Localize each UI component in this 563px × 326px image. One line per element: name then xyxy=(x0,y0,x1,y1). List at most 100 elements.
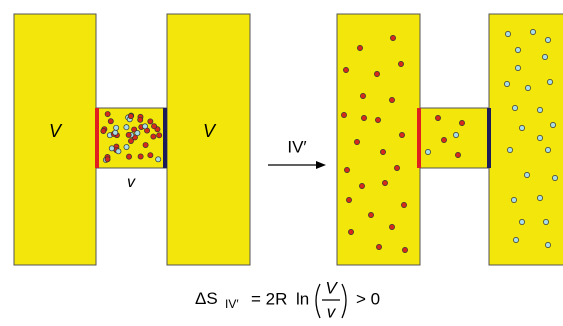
red-molecule xyxy=(157,133,162,138)
blue-molecule xyxy=(511,197,516,202)
blue-molecule xyxy=(537,107,542,112)
red-molecule xyxy=(368,212,373,217)
red-molecule xyxy=(138,117,143,122)
red-molecule xyxy=(344,167,349,172)
red-molecule xyxy=(360,93,365,98)
volume-label: V xyxy=(49,121,63,141)
red-molecule xyxy=(380,149,385,154)
red-molecule xyxy=(389,224,394,229)
formula-inequality: > 0 xyxy=(356,289,380,308)
red-molecule xyxy=(151,124,156,129)
blue-molecule xyxy=(519,219,524,224)
blue-molecule xyxy=(543,219,548,224)
red-molecule xyxy=(402,247,407,252)
blue-molecule xyxy=(124,125,129,130)
left-chamber xyxy=(337,14,420,265)
blue-molecule xyxy=(524,172,529,177)
right-assembly xyxy=(337,14,563,265)
red-molecule xyxy=(138,154,143,159)
blue-molecule xyxy=(537,135,542,140)
right-chamber xyxy=(489,14,563,265)
blue-molecule xyxy=(512,105,517,110)
diagram: V V v IV′ ΔS IV′ = 2R ln V v > 0 xyxy=(0,0,563,326)
red-molecule xyxy=(151,134,156,139)
blue-molecule xyxy=(515,65,520,70)
red-molecule xyxy=(126,154,131,159)
red-molecule xyxy=(105,111,110,116)
red-molecule xyxy=(389,97,394,102)
blue-molecule xyxy=(116,149,121,154)
blue-molecule xyxy=(552,175,557,180)
red-molecule xyxy=(376,244,381,249)
red-molecule xyxy=(148,153,153,158)
red-molecule xyxy=(357,45,362,50)
blue-molecule xyxy=(547,79,552,84)
red-molecule xyxy=(105,157,110,162)
paren xyxy=(316,284,320,318)
blue-molecule xyxy=(156,157,161,162)
blue-molecule xyxy=(142,124,147,129)
blue-molecule xyxy=(545,37,550,42)
red-molecule xyxy=(390,35,395,40)
arrow-label: IV′ xyxy=(287,137,306,156)
formula-delta: ΔS xyxy=(195,289,218,308)
channel xyxy=(420,108,489,168)
red-molecule xyxy=(354,139,359,144)
blue-molecule xyxy=(519,125,524,130)
red-molecule xyxy=(143,142,148,147)
red-molecule xyxy=(348,229,353,234)
formula-denominator: v xyxy=(327,302,337,321)
red-molecule xyxy=(455,152,460,157)
paren xyxy=(342,284,346,318)
channel-label: v xyxy=(127,174,136,191)
blue-molecule xyxy=(113,130,118,135)
blue-molecule xyxy=(453,132,458,137)
blue-molecule xyxy=(505,31,510,36)
red-molecule xyxy=(101,128,106,133)
blue-molecule xyxy=(124,144,129,149)
formula-delta-text: ΔS xyxy=(195,289,218,308)
formula-subscript: IV′ xyxy=(225,297,239,311)
blue-molecule xyxy=(109,146,114,151)
red-molecule xyxy=(375,117,380,122)
red-molecule xyxy=(374,71,379,76)
red-molecule xyxy=(108,119,113,124)
blue-membrane xyxy=(163,108,167,168)
blue-molecule xyxy=(513,237,518,242)
blue-molecule xyxy=(530,29,535,34)
red-molecule xyxy=(399,132,404,137)
blue-molecule xyxy=(525,85,530,90)
blue-molecule xyxy=(545,147,550,152)
red-molecule xyxy=(343,67,348,72)
blue-membrane xyxy=(487,108,491,168)
red-molecule xyxy=(126,132,131,137)
red-molecule xyxy=(459,120,464,125)
red-molecule xyxy=(398,61,403,66)
formula-numerator: V xyxy=(325,278,338,297)
red-molecule xyxy=(435,115,440,120)
formula-equals: = 2R xyxy=(251,289,287,308)
blue-molecule xyxy=(425,149,430,154)
red-molecule xyxy=(359,183,364,188)
blue-molecule xyxy=(542,54,547,59)
blue-molecule xyxy=(550,122,555,127)
blue-molecule xyxy=(135,130,140,135)
red-molecule xyxy=(148,119,153,124)
red-molecule xyxy=(401,202,406,207)
red-molecule xyxy=(382,180,387,185)
arrow: IV′ xyxy=(268,137,326,169)
formula-ln: ln xyxy=(296,289,309,308)
red-molecule xyxy=(346,197,351,202)
red-molecule xyxy=(341,112,346,117)
red-membrane xyxy=(417,108,421,168)
red-membrane xyxy=(95,108,99,168)
formula: ΔS IV′ = 2R ln V v > 0 xyxy=(195,278,380,321)
blue-molecule xyxy=(515,47,520,52)
blue-molecule xyxy=(537,195,542,200)
blue-molecule xyxy=(545,242,550,247)
red-molecule xyxy=(394,165,399,170)
red-molecule xyxy=(128,114,133,119)
blue-molecule xyxy=(114,125,119,130)
volume-label: V xyxy=(203,121,217,141)
arrow-head xyxy=(316,161,326,169)
